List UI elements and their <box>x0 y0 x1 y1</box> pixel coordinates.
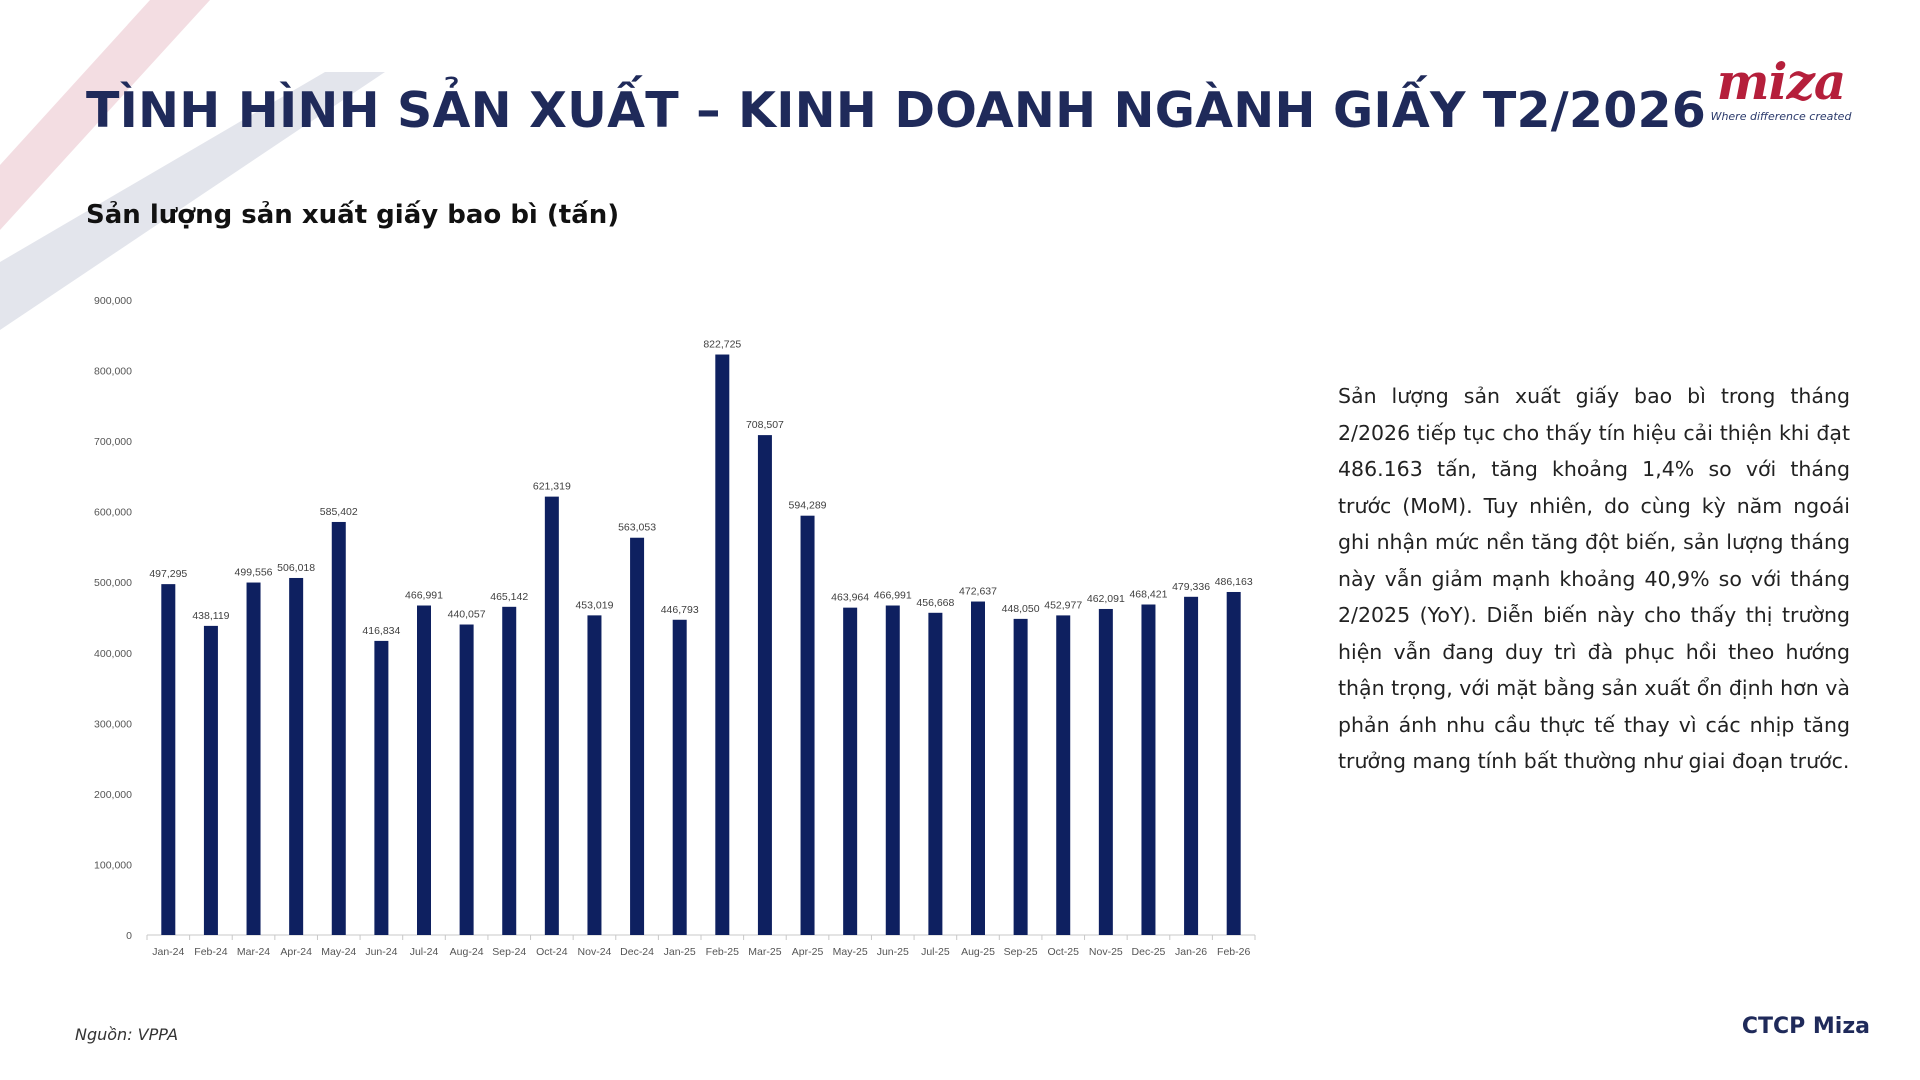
y-tick-label: 200,000 <box>94 789 132 801</box>
y-tick-label: 500,000 <box>94 577 132 589</box>
x-tick-label: Nov-24 <box>578 946 612 958</box>
x-tick-label: Jul-25 <box>921 946 950 958</box>
data-label: 468,421 <box>1129 589 1167 601</box>
data-label: 440,057 <box>448 609 486 621</box>
x-tick-label: Mar-25 <box>748 946 781 958</box>
bar <box>630 537 645 935</box>
bar <box>1141 604 1156 935</box>
bar <box>672 619 687 935</box>
bar <box>246 582 261 935</box>
bar <box>1056 615 1071 935</box>
x-tick-label: Apr-24 <box>280 946 312 958</box>
x-tick-label: Oct-24 <box>536 946 568 958</box>
y-tick-label: 600,000 <box>94 507 132 519</box>
data-label: 708,507 <box>746 419 784 431</box>
x-tick-label: Mar-24 <box>237 946 270 958</box>
y-tick-label: 0 <box>126 930 132 942</box>
data-label: 506,018 <box>277 562 315 574</box>
bar <box>1184 596 1199 935</box>
x-tick-label: Jan-26 <box>1175 946 1207 958</box>
x-tick-label: May-25 <box>833 946 868 958</box>
data-label: 585,402 <box>320 506 358 518</box>
bar <box>459 624 474 935</box>
bar-chart: 0 100,000 200,000 300,000 400,000 500,000 600,… <box>94 295 1256 958</box>
bar <box>544 496 559 935</box>
chart-subtitle: Sản lượng sản xuất giấy bao bì (tấn) <box>86 200 620 230</box>
corner-decoration <box>0 0 385 330</box>
source-note: Nguồn: VPPA <box>75 1025 179 1044</box>
x-tick-label: Jan-25 <box>664 946 696 958</box>
x-tick-label: Sep-25 <box>1004 946 1038 958</box>
bar <box>417 605 431 935</box>
data-label: 463,964 <box>831 592 869 604</box>
data-label: 479,336 <box>1172 581 1210 593</box>
y-tick-label: 800,000 <box>94 366 132 378</box>
x-tick-label: Apr-25 <box>792 946 824 958</box>
data-label: 448,050 <box>1002 603 1040 615</box>
data-label: 472,637 <box>959 586 997 598</box>
logo-wordmark: miza <box>1716 52 1847 111</box>
y-tick-label: 100,000 <box>94 859 132 871</box>
x-tick-label: Jul-24 <box>410 946 439 958</box>
bar <box>587 615 602 935</box>
y-tick-label: 700,000 <box>94 436 132 448</box>
y-tick-label: 400,000 <box>94 648 132 660</box>
data-label: 497,295 <box>149 568 187 580</box>
bar <box>715 354 730 935</box>
data-label: 563,053 <box>618 522 656 534</box>
bar <box>757 435 772 935</box>
data-label: 416,834 <box>362 625 400 637</box>
data-label: 456,668 <box>916 597 954 609</box>
x-tick-label: Feb-24 <box>194 946 227 958</box>
bar <box>289 577 304 935</box>
bar <box>203 625 218 935</box>
data-label: 453,019 <box>575 599 613 611</box>
data-label: 446,793 <box>661 604 699 616</box>
x-tick-label: Feb-26 <box>1217 946 1250 958</box>
data-label: 486,163 <box>1215 576 1253 588</box>
y-tick-label: 900,000 <box>94 295 132 307</box>
bar <box>331 521 346 935</box>
x-tick-label: Sep-24 <box>492 946 526 958</box>
x-tick-label: Jun-24 <box>365 946 397 958</box>
data-label: 621,319 <box>533 481 571 493</box>
x-tick-label: Nov-25 <box>1089 946 1123 958</box>
bar <box>928 612 943 935</box>
x-tick-label: Feb-25 <box>706 946 739 958</box>
bar <box>800 515 815 935</box>
x-tick-label: Aug-25 <box>961 946 995 958</box>
logo-tagline: Where difference created <box>1710 110 1852 123</box>
company-name: CTCP Miza <box>1741 1014 1870 1039</box>
miza-logo: miza Where difference created <box>1690 54 1872 128</box>
bar <box>374 640 389 935</box>
data-label: 462,091 <box>1087 593 1125 605</box>
data-label: 438,119 <box>192 610 229 622</box>
bar <box>161 584 176 935</box>
x-tick-label: Jun-25 <box>877 946 909 958</box>
bar <box>1226 591 1241 935</box>
x-tick-label: Dec-25 <box>1132 946 1166 958</box>
y-tick-label: 300,000 <box>94 718 132 730</box>
x-tick-label: Aug-24 <box>450 946 484 958</box>
bar <box>885 605 900 935</box>
data-label: 452,977 <box>1044 599 1082 611</box>
x-tick-label: Oct-25 <box>1047 946 1079 958</box>
bar <box>1013 618 1028 935</box>
bar <box>502 606 517 935</box>
x-tick-label: Dec-24 <box>620 946 654 958</box>
x-tick-label: May-24 <box>321 946 356 958</box>
x-tick-label: Jan-24 <box>152 946 184 958</box>
bar <box>971 601 985 935</box>
data-label: 499,556 <box>235 567 273 579</box>
data-label: 466,991 <box>874 590 912 602</box>
page-title: TÌNH HÌNH SẢN XUẤT – KINH DOANH NGÀNH GI… <box>86 82 1707 139</box>
bar <box>843 607 858 935</box>
data-label: 466,991 <box>405 590 443 602</box>
commentary-paragraph: Sản lượng sản xuất giấy bao bì trong thá… <box>1338 384 1850 773</box>
data-label: 822,725 <box>703 339 741 351</box>
bar <box>1098 608 1113 935</box>
data-label: 465,142 <box>490 591 528 603</box>
data-label: 594,289 <box>789 500 827 512</box>
